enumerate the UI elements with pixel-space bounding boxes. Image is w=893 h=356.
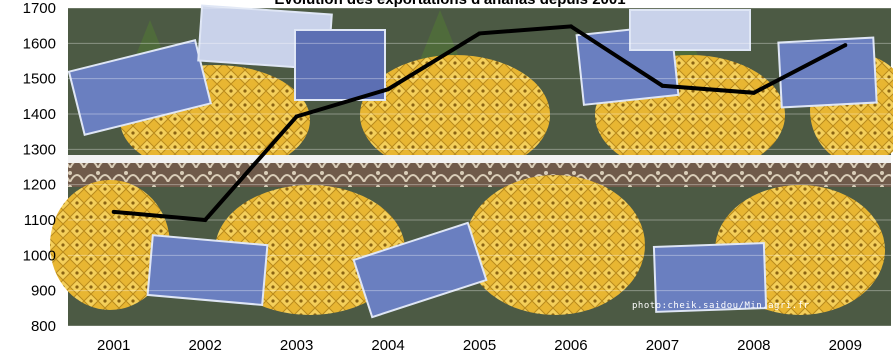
x-tick-label: 2002 (188, 337, 221, 354)
y-tick-label: 1500 (23, 71, 56, 88)
y-tick-label: 1600 (23, 35, 56, 52)
lace-trim (68, 163, 891, 187)
x-axis: 2001 2002 2003 2004 2005 2006 2007 2008 2009 (97, 337, 862, 354)
series-layer (111, 24, 848, 223)
data-point (660, 83, 665, 88)
x-tick-label: 2007 (646, 337, 679, 354)
data-point (568, 24, 573, 29)
data-point (386, 87, 391, 92)
x-tick-label: 2005 (463, 337, 496, 354)
pineapple-photo-background (50, 4, 893, 326)
y-tick-label: 1200 (23, 177, 56, 194)
data-point (203, 218, 208, 222)
y-tick-label: 800 (31, 318, 56, 335)
chart-title: Evolution des exportations d'ananas depu… (274, 0, 625, 8)
data-point (477, 31, 482, 36)
data-point (294, 114, 299, 119)
y-tick-label: 1300 (23, 141, 56, 158)
y-tick-label: 1700 (23, 0, 56, 17)
y-tick-label: 1400 (23, 106, 56, 123)
y-tick-label: 900 (31, 283, 56, 300)
x-tick-label: 2006 (554, 337, 587, 354)
gridlines (68, 7, 891, 327)
y-axis: 800 900 1000 1100 1200 1300 1400 1500 1600 1700 (23, 0, 56, 335)
x-tick-label: 2009 (829, 337, 862, 354)
x-tick-label: 2004 (371, 337, 404, 354)
y-tick-label: 1000 (23, 247, 56, 264)
y-tick-label: 1100 (24, 212, 56, 229)
data-point (111, 209, 116, 214)
x-tick-label: 2008 (737, 337, 770, 354)
data-point (843, 43, 848, 48)
x-tick-label: 2003 (280, 337, 313, 354)
x-tick-label: 2001 (97, 337, 130, 354)
shelf-bar (68, 155, 891, 163)
photo-credit: photo:cheik.saidou/Min.agri.fr (632, 301, 810, 311)
data-point (751, 90, 756, 95)
